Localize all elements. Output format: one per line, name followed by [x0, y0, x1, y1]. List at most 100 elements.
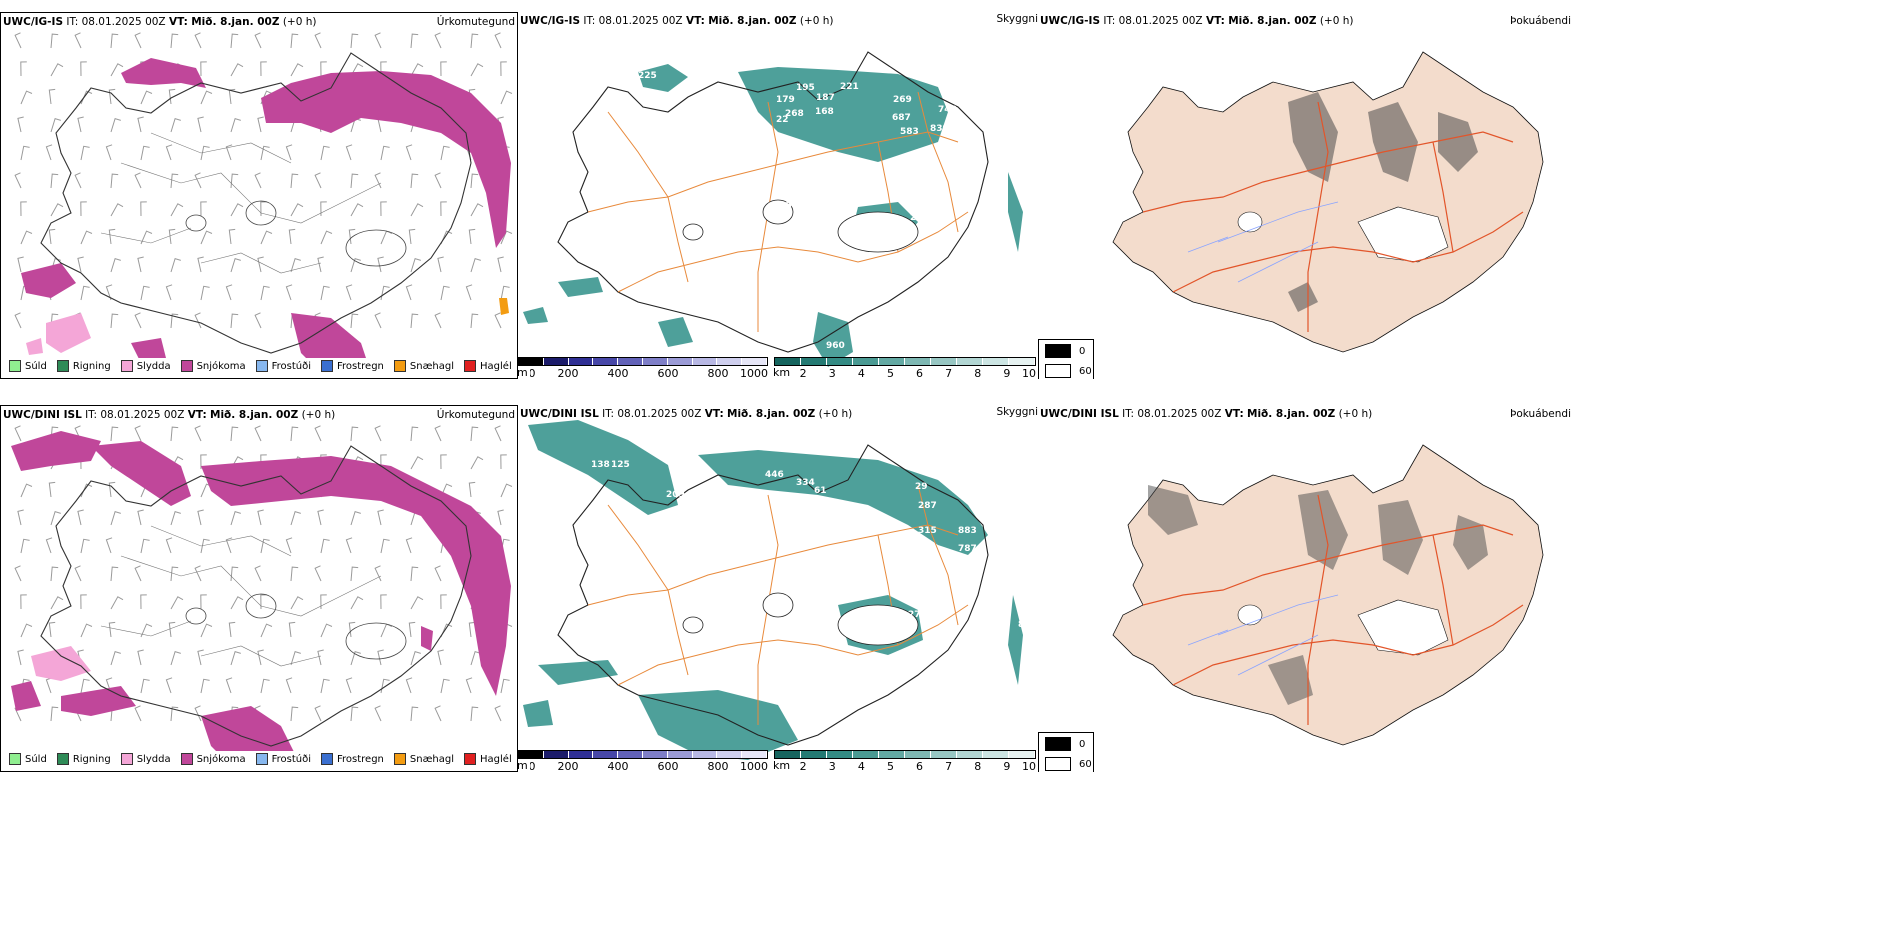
cloud-base-scale: 0 200 400 600 800 1000 m — [518, 357, 768, 379]
wind-barb — [45, 144, 53, 161]
wind-barb — [497, 509, 504, 526]
wind-barb — [254, 565, 262, 582]
wind-barb — [470, 63, 484, 77]
interior-lines — [100, 525, 382, 667]
roads — [1142, 101, 1524, 332]
wind-barb — [494, 32, 502, 49]
wind-barb — [170, 203, 184, 217]
wind-barb — [320, 594, 327, 610]
wind-barb — [170, 650, 181, 666]
wind-barb — [20, 538, 30, 554]
wind-barb — [350, 33, 359, 49]
wind-barb — [345, 537, 353, 554]
wind-barb — [380, 201, 387, 217]
wind-barb — [468, 621, 476, 638]
wind-barb — [470, 257, 481, 273]
rivers — [1187, 594, 1339, 676]
scale-tick-label: 0 — [528, 367, 536, 379]
wind-barb — [45, 677, 53, 694]
wind-barb — [317, 649, 324, 666]
legend-item: Snjókoma — [180, 753, 246, 765]
wind-barb — [140, 623, 153, 638]
wind-barb — [440, 61, 447, 77]
wind-barb — [14, 172, 22, 189]
wind-barb — [110, 596, 124, 610]
scale-tick-label: 1000 — [740, 367, 768, 379]
cloud-scale-unit: m — [518, 366, 530, 379]
fog-scale-max: 60 — [1079, 758, 1092, 770]
wind-barb — [345, 284, 353, 301]
wind-barb — [200, 201, 207, 217]
wind-barb — [350, 203, 364, 217]
legend-label: Snæhagl — [409, 753, 455, 765]
wind-barb — [200, 454, 207, 470]
legend-label: Haglél — [480, 753, 512, 765]
wind-barb — [80, 483, 93, 498]
wind-barb — [134, 705, 142, 722]
wind-barb — [317, 509, 324, 526]
legend-label: Frostregn — [337, 360, 384, 372]
cloud-base-label: 27 — [910, 213, 923, 223]
wind-barb — [48, 228, 56, 245]
wind-barb — [108, 88, 116, 105]
wind-barb — [257, 509, 264, 526]
wind-barb — [230, 173, 239, 189]
wind-barb — [194, 32, 202, 49]
wind-barb — [50, 566, 59, 582]
wind-barb — [194, 705, 202, 722]
wind-barb — [48, 621, 56, 638]
legend-swatch — [180, 360, 193, 372]
wind-barb — [110, 173, 119, 189]
wind-barb — [314, 32, 322, 49]
cloud-base-label: 885 — [948, 558, 967, 568]
wind-barb — [314, 705, 322, 722]
fog-title: Þokuábendi — [1510, 15, 1571, 27]
wind-barb — [470, 33, 479, 49]
wind-barb — [377, 649, 384, 666]
cloud-base-label: 221 — [840, 82, 859, 92]
wind-barb — [288, 621, 296, 638]
roads — [1142, 494, 1524, 725]
wind-barb — [320, 145, 330, 161]
scale-tick-label: 5 — [886, 760, 894, 772]
wind-barb — [140, 201, 147, 217]
panel-title: UWC/IG-IS IT: 08.01.2025 00Z VT: Mið. 8.… — [3, 16, 317, 28]
wind-barb — [200, 61, 207, 77]
precip-title: Úrkomutegund — [436, 16, 515, 28]
wind-barb — [410, 203, 424, 217]
wind-barb — [165, 677, 173, 694]
wind-barb — [405, 144, 413, 161]
wind-barb — [500, 483, 513, 498]
legend-label: Snjókoma — [196, 360, 246, 372]
wind-barb — [228, 228, 236, 245]
wind-barb — [260, 285, 270, 301]
legend-item: Frostregn — [321, 360, 384, 372]
legend-swatch — [56, 360, 69, 372]
wind-barb — [80, 678, 90, 694]
wind-barb — [410, 456, 424, 470]
wind-barb — [50, 510, 61, 526]
visibility-scale: 12345678910 km — [773, 357, 1036, 379]
panel-title: UWC/DINI ISL IT: 08.01.2025 00Z VT: Mið.… — [520, 408, 853, 420]
wind-barb — [165, 284, 173, 301]
legend-label: Súld — [25, 360, 47, 372]
wind-barb — [440, 594, 447, 610]
wind-barb — [470, 426, 479, 442]
wind-barb — [80, 145, 90, 161]
vis-scale-unit: km — [773, 366, 793, 379]
wind-barb — [168, 621, 176, 638]
wind-barb — [410, 426, 419, 442]
legend-swatch — [321, 360, 333, 372]
wind-barb — [350, 426, 359, 442]
wind-barb — [290, 257, 301, 273]
wind-barb — [110, 650, 121, 666]
precip-legend: Súld Rigning Slydda Snjókoma Frostúði Frostre… — [5, 751, 516, 767]
wind-barb — [110, 117, 121, 133]
wind-barb — [200, 90, 213, 105]
wind-barb — [254, 172, 262, 189]
wind-barb — [290, 596, 304, 610]
wind-barb — [440, 454, 447, 470]
cloud-base-label: 583 — [900, 127, 919, 137]
cloud-scale-ticks: 0 200 400 600 800 1000 — [518, 760, 769, 772]
